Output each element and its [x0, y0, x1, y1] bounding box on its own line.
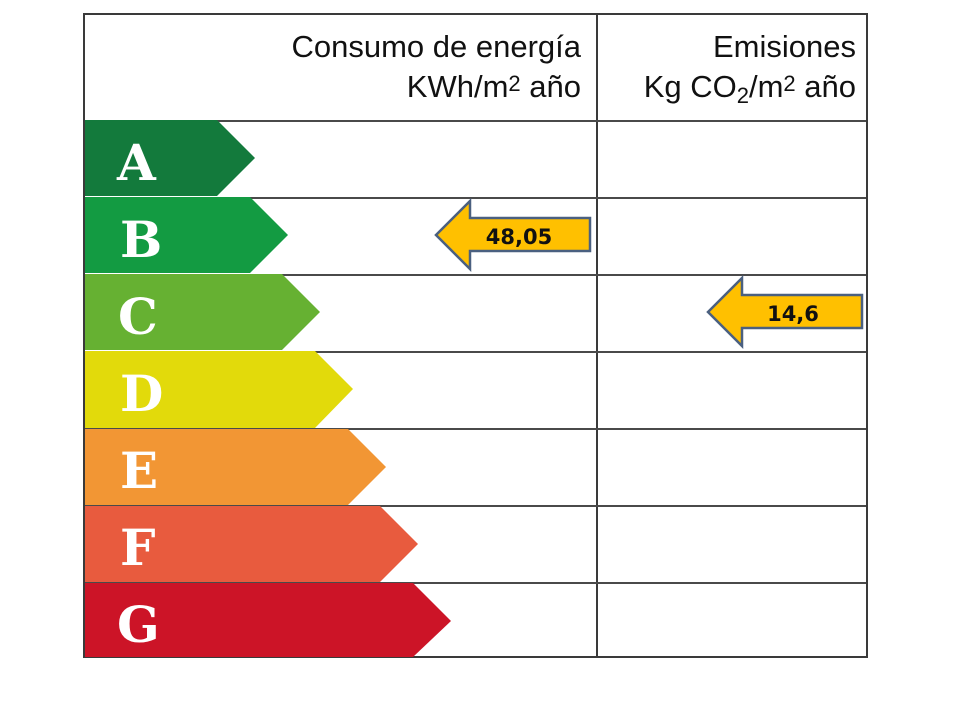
- row-divider: [85, 582, 866, 584]
- row-divider: [85, 351, 866, 353]
- band-b: B: [85, 197, 288, 273]
- consumo-unit: KWh/m2 año: [85, 67, 581, 107]
- band-f-arrow: [85, 506, 418, 582]
- band-c-arrow: [85, 274, 320, 350]
- band-a: A: [85, 120, 255, 196]
- band-f: F: [85, 506, 418, 582]
- band-g-letter: G: [117, 595, 160, 654]
- consumo-indicator-arrow: [434, 197, 592, 273]
- unit-text: año: [795, 69, 856, 104]
- band-d: D: [85, 351, 353, 428]
- unit-text: KWh/m: [406, 69, 509, 104]
- emisiones-title: Emisiones: [713, 29, 856, 64]
- row-divider: [85, 428, 866, 430]
- band-g-arrow: [85, 583, 451, 657]
- consumo-indicator: 48,05: [434, 197, 592, 273]
- unit-superscript: 2: [508, 71, 521, 96]
- band-d-letter: D: [120, 364, 163, 423]
- band-c: C: [85, 274, 320, 350]
- emisiones-unit: Kg CO2/m2 año: [598, 67, 856, 107]
- emisiones-indicator-value: 14,6: [767, 302, 819, 326]
- band-d-arrow: [85, 351, 353, 428]
- band-c-letter: C: [118, 287, 158, 346]
- emisiones-indicator-arrow: [706, 274, 864, 350]
- band-b-arrow: [85, 197, 288, 273]
- row-divider: [85, 505, 866, 507]
- consumo-title: Consumo de energía: [291, 29, 581, 64]
- consumo-indicator-value: 48,05: [486, 225, 552, 249]
- band-e: E: [85, 429, 386, 505]
- band-e-letter: E: [120, 441, 158, 500]
- unit-superscript: 2: [783, 71, 796, 96]
- unit-text: /m: [748, 69, 784, 104]
- unit-text: Kg CO: [643, 69, 737, 104]
- unit-subscript: 2: [736, 83, 749, 108]
- emisiones-header: Emisiones Kg CO2/m2 año: [598, 15, 856, 120]
- row-divider: [85, 197, 866, 199]
- band-a-arrow: [85, 120, 255, 196]
- band-b-letter: B: [120, 210, 162, 269]
- header-divider: [85, 120, 866, 122]
- column-divider: [596, 15, 598, 656]
- band-e-arrow: [85, 429, 386, 505]
- row-divider: [85, 274, 866, 276]
- band-g: G: [85, 583, 451, 657]
- band-a-letter: A: [116, 133, 157, 192]
- emisiones-indicator: 14,6: [706, 274, 864, 350]
- band-f-letter: F: [120, 518, 156, 577]
- consumo-header: Consumo de energía KWh/m2 año: [85, 15, 581, 120]
- unit-text: año: [520, 69, 581, 104]
